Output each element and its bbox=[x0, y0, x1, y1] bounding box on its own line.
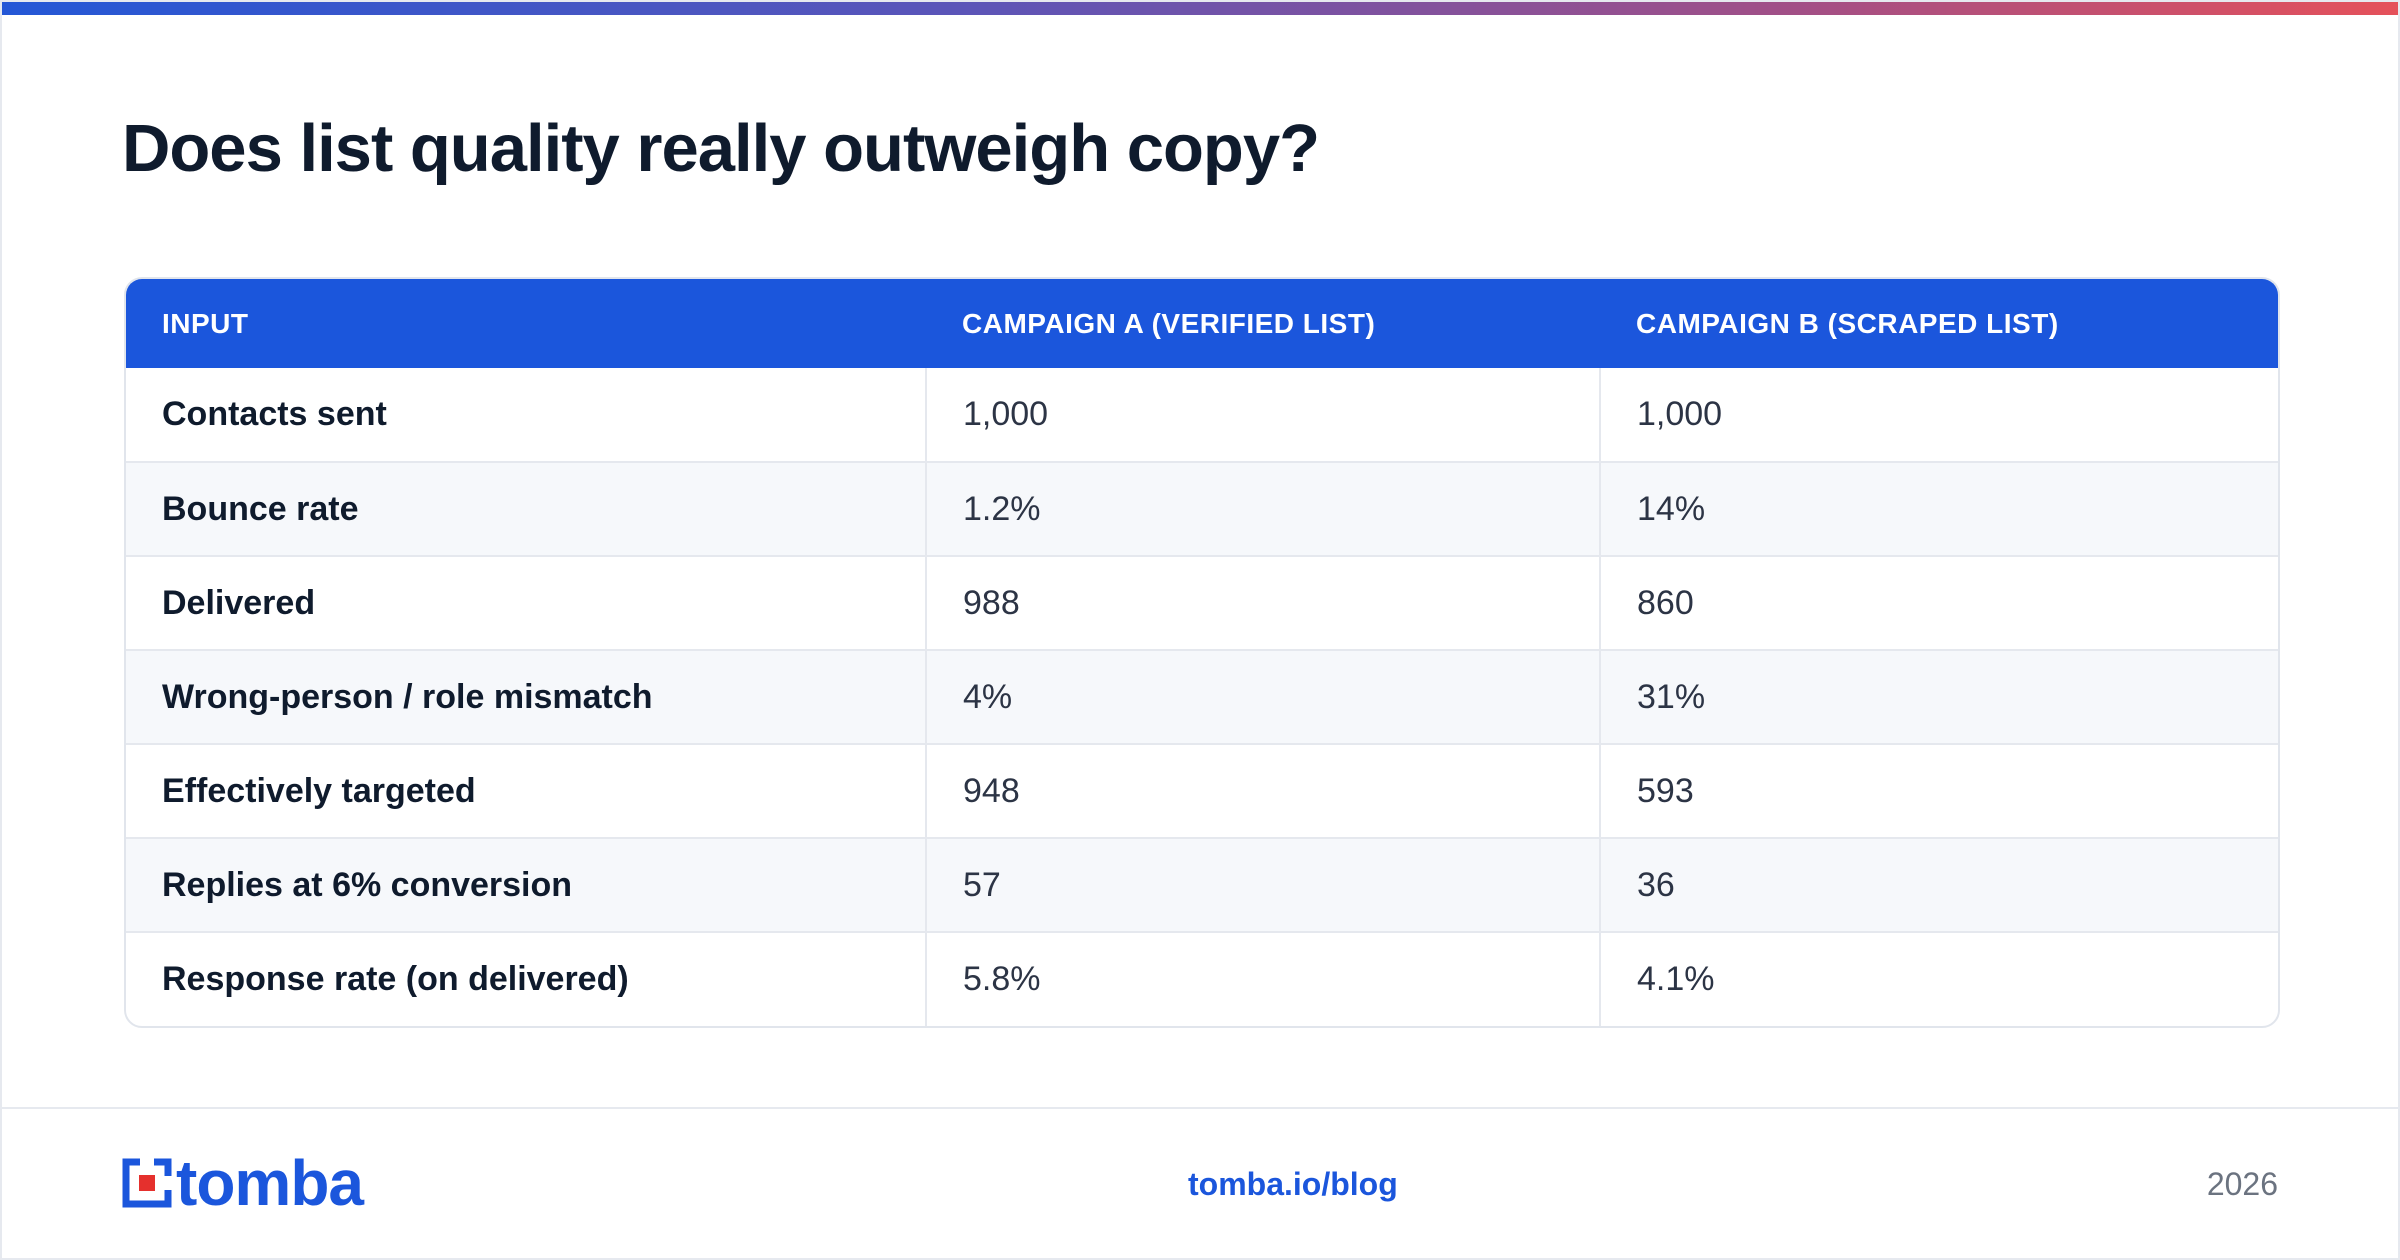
gradient-top-bar bbox=[2, 2, 2398, 15]
campaign-a-value: 4% bbox=[925, 649, 1600, 744]
tomba-logo-icon bbox=[122, 1158, 172, 1208]
table-row: Response rate (on delivered) 5.8% 4.1% bbox=[126, 931, 2278, 1026]
table-row: Delivered 988 860 bbox=[126, 555, 2278, 650]
campaign-a-value: 1,000 bbox=[925, 368, 1600, 462]
table-header-row: INPUT CAMPAIGN A (VERIFIED LIST) CAMPAIG… bbox=[126, 279, 2278, 368]
header-input: INPUT bbox=[162, 307, 249, 339]
campaign-a-value: 1.2% bbox=[925, 461, 1600, 556]
campaign-a-value: 5.8% bbox=[925, 931, 1600, 1026]
row-label: Effectively targeted bbox=[126, 743, 926, 838]
campaign-b-value: 860 bbox=[1599, 555, 2278, 650]
blog-link[interactable]: tomba.io/blog bbox=[1188, 1166, 1398, 1202]
page-title: Does list quality really outweigh copy? bbox=[122, 111, 1320, 186]
table-row: Bounce rate 1.2% 14% bbox=[126, 461, 2278, 556]
table-row: Effectively targeted 948 593 bbox=[126, 743, 2278, 838]
table-row: Wrong-person / role mismatch 4% 31% bbox=[126, 649, 2278, 744]
header-campaign-a: CAMPAIGN A (VERIFIED LIST) bbox=[962, 307, 1376, 339]
row-label: Response rate (on delivered) bbox=[126, 931, 926, 1026]
tomba-logo: tomba bbox=[122, 1151, 364, 1215]
table-row: Replies at 6% conversion 57 36 bbox=[126, 837, 2278, 932]
campaign-b-value: 1,000 bbox=[1599, 368, 2278, 462]
logo-wordmark: tomba bbox=[176, 1147, 364, 1219]
row-label: Delivered bbox=[126, 555, 926, 650]
row-label: Contacts sent bbox=[162, 395, 387, 433]
table-row: Contacts sent 1,000 1,000 bbox=[126, 368, 2278, 462]
row-label: Replies at 6% conversion bbox=[126, 837, 926, 932]
campaign-b-value: 36 bbox=[1599, 837, 2278, 932]
campaign-b-value: 31% bbox=[1599, 649, 2278, 744]
campaign-b-value: 14% bbox=[1599, 461, 2278, 556]
footer-year: 2026 bbox=[2206, 1166, 2278, 1202]
row-label: Wrong-person / role mismatch bbox=[126, 649, 926, 744]
campaign-a-value: 988 bbox=[925, 555, 1600, 650]
header-campaign-b: CAMPAIGN B (SCRAPED LIST) bbox=[1636, 307, 2059, 339]
campaign-a-value: 57 bbox=[925, 837, 1600, 932]
campaign-a-value: 948 bbox=[925, 743, 1600, 838]
footer-divider bbox=[2, 1107, 2398, 1109]
campaign-b-value: 593 bbox=[1599, 743, 2278, 838]
row-label: Bounce rate bbox=[126, 461, 926, 556]
comparison-table: INPUT CAMPAIGN A (VERIFIED LIST) CAMPAIG… bbox=[124, 277, 2280, 1028]
campaign-b-value: 4.1% bbox=[1599, 931, 2278, 1026]
